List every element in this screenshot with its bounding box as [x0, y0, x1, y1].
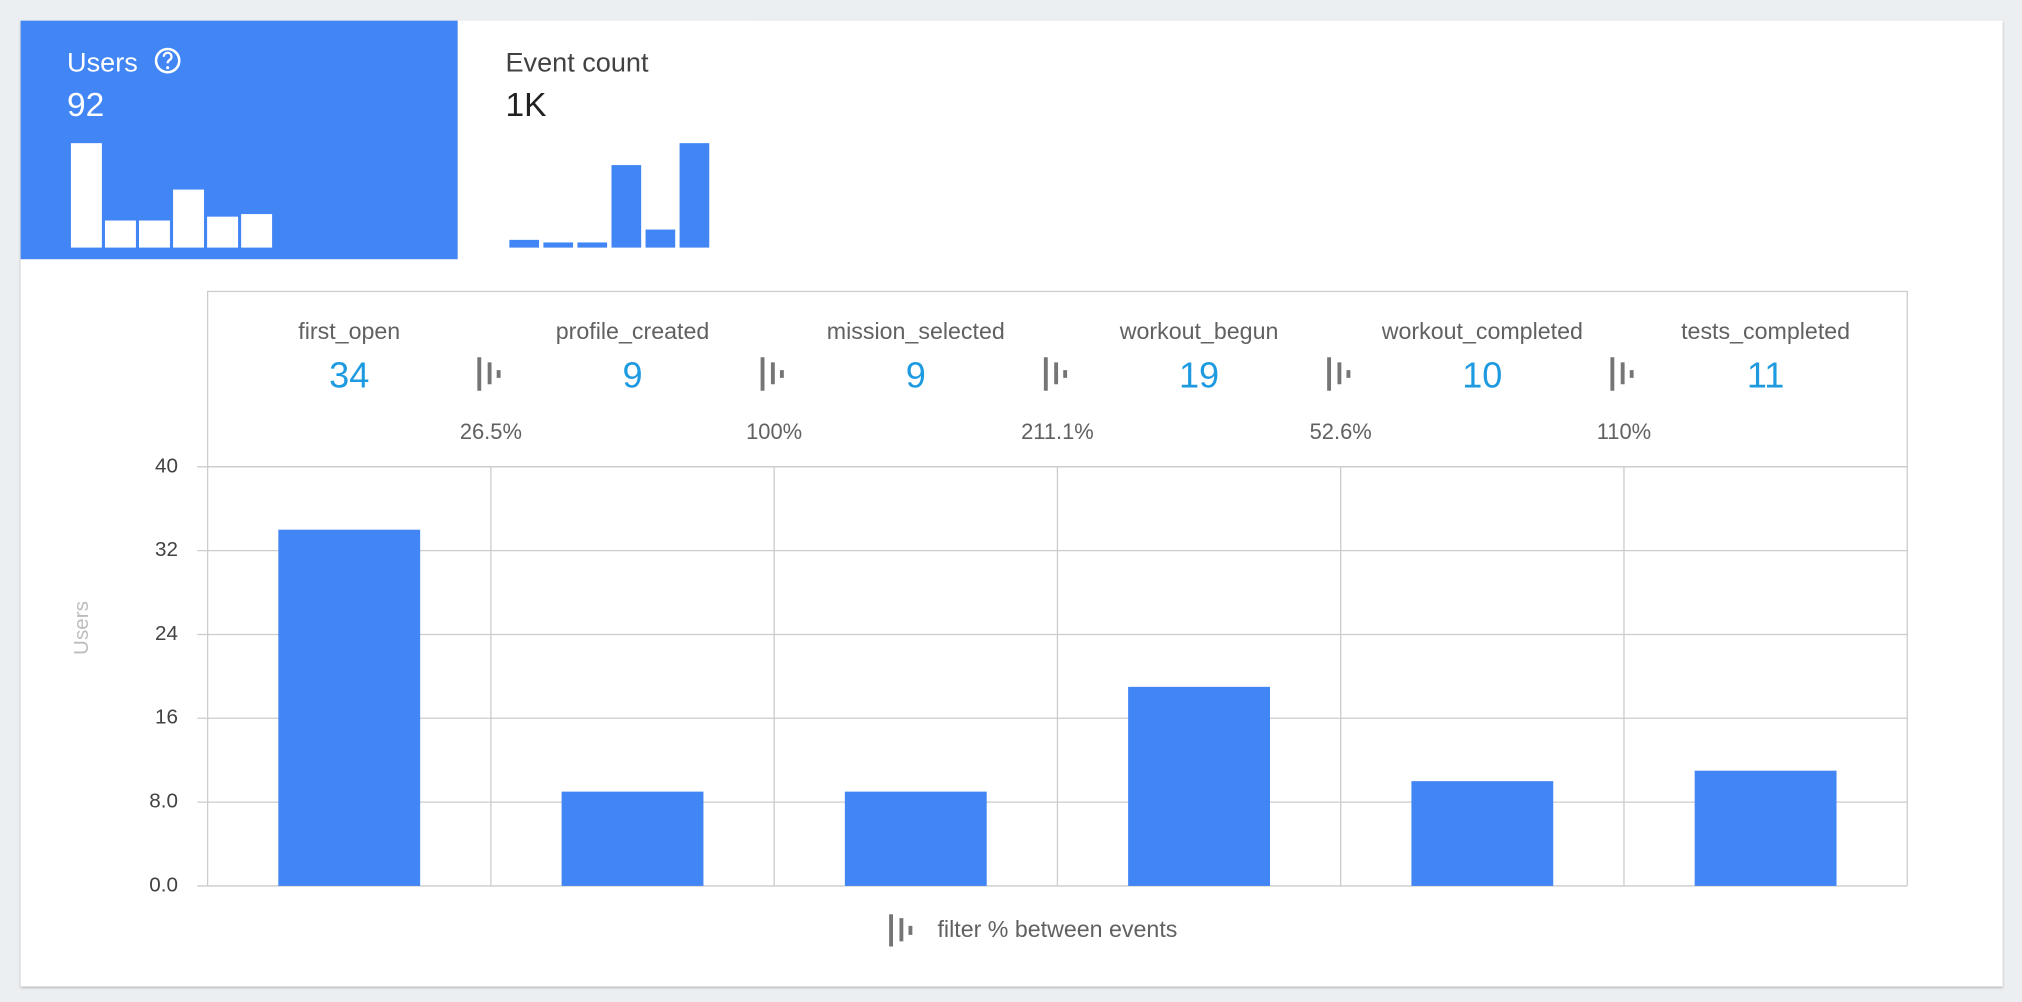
conversion-label: 100% [746, 419, 802, 444]
tile-label: Event count [505, 47, 648, 78]
conversion-label: 110% [1597, 419, 1651, 444]
step-name: first_open [298, 318, 400, 344]
sparkline-bar [104, 220, 136, 248]
step-name: workout_completed [1381, 318, 1583, 344]
sparkline-bar [543, 242, 574, 248]
conversion-label: 211.1% [1021, 419, 1094, 444]
step-name: tests_completed [1681, 318, 1850, 344]
bar [844, 791, 987, 886]
y-tick-label: 32 [155, 538, 178, 561]
y-tick-label: 40 [155, 454, 178, 477]
filter-icon[interactable] [1610, 357, 1634, 391]
tile-label: Users [67, 47, 138, 78]
step-value: 19 [1179, 354, 1219, 395]
sparkline-bar [679, 143, 710, 248]
conversion-label: 52.6% [1310, 419, 1372, 444]
help-icon[interactable] [154, 47, 181, 74]
sparkline-bar [139, 220, 170, 248]
legend[interactable]: filter % between events [889, 914, 1177, 947]
y-tick-label: 8.0 [149, 790, 178, 813]
sparkline-bar [173, 189, 205, 248]
filter-icon[interactable] [1327, 357, 1351, 391]
step-name: workout_begun [1119, 318, 1279, 344]
legend-label: filter % between events [937, 916, 1177, 942]
conversion-label: 26.5% [460, 419, 522, 444]
sparkline-bar [577, 242, 608, 248]
filter-icon[interactable] [760, 357, 784, 391]
tile-value: 1K [505, 87, 546, 124]
step-value: 9 [906, 354, 926, 395]
sparkline-bar [70, 143, 102, 248]
step-value: 34 [329, 354, 369, 395]
tile-value: 92 [67, 87, 104, 124]
bar [561, 791, 704, 886]
sparkline-bar [207, 216, 239, 248]
y-tick-label: 24 [155, 622, 178, 645]
y-axis-label: Users [70, 601, 93, 655]
sparkline-bar [509, 239, 540, 248]
sparkline-bar [241, 214, 273, 248]
bar [1411, 781, 1554, 886]
bar [1694, 770, 1837, 886]
filter-icon[interactable] [477, 357, 501, 391]
y-tick-label: 0.0 [149, 873, 178, 896]
step-name: mission_selected [827, 318, 1005, 344]
step-value: 9 [622, 354, 642, 395]
bar [1128, 686, 1270, 886]
sparkline-bar [611, 165, 642, 248]
y-tick-label: 16 [155, 706, 178, 729]
bar [278, 529, 421, 886]
step-name: profile_created [556, 318, 710, 344]
filter-icon[interactable] [1043, 357, 1068, 391]
sparkline-bar [645, 229, 676, 248]
step-value: 10 [1462, 354, 1502, 395]
step-value: 11 [1747, 354, 1784, 395]
